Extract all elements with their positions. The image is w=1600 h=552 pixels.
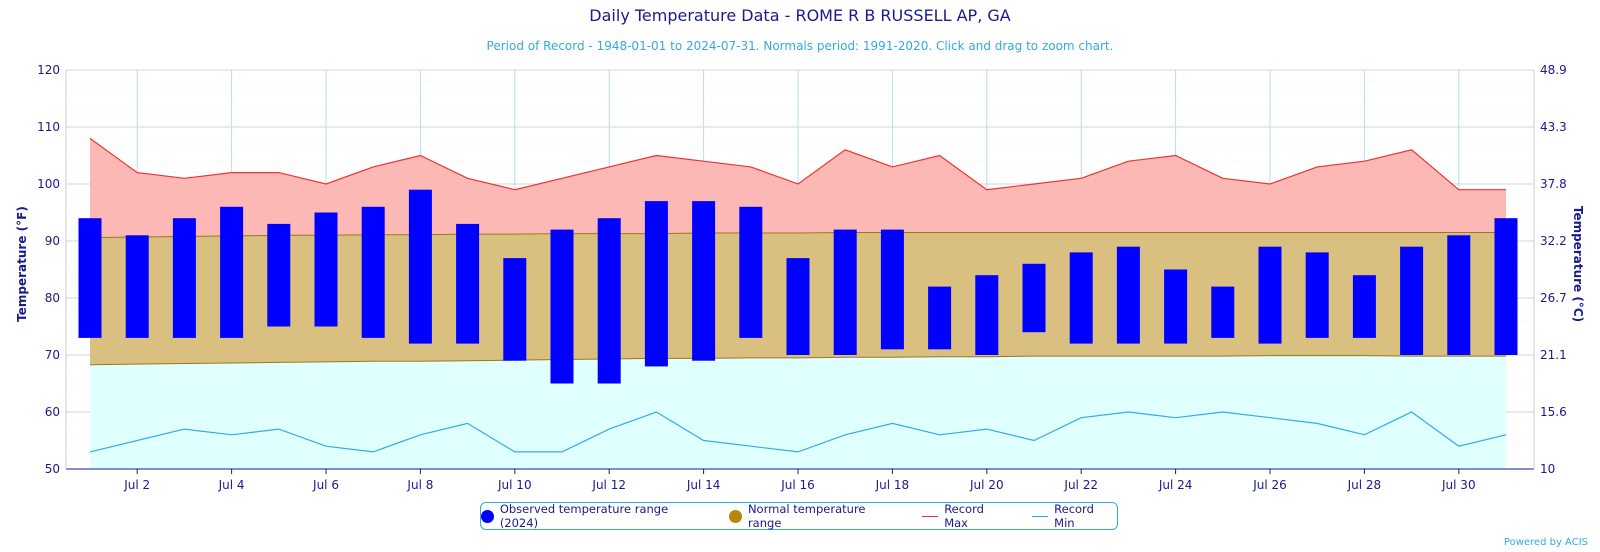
y-tick-label-left: 90 [45, 234, 60, 248]
observed-bar [739, 206, 763, 338]
y-tick-label-left: 120 [37, 63, 60, 77]
legend-item-record-min[interactable]: Record Min [1032, 502, 1117, 530]
credits-link[interactable]: Powered by ACIS [1503, 537, 1588, 548]
x-tick-label: Jul 10 [497, 478, 532, 492]
legend: Observed temperature range (2024) Normal… [480, 502, 1118, 530]
y-tick-label-right: 26.7 [1540, 291, 1567, 305]
observed-bar [550, 229, 574, 384]
normal-low-line [89, 355, 1506, 366]
y-tick-label-left: 60 [45, 405, 60, 419]
chart-title: Daily Temperature Data - ROME R B RUSSEL… [589, 6, 1011, 25]
record-min-line [89, 411, 1507, 453]
observed-bar [220, 206, 244, 338]
x-tick-label: Jul 28 [1347, 478, 1382, 492]
observed-bar [692, 201, 716, 361]
x-tick-label: Jul 6 [312, 478, 339, 492]
x-tick-label: Jul 26 [1252, 478, 1287, 492]
observed-bar [78, 218, 102, 338]
legend-label-record-min: Record Min [1054, 502, 1094, 530]
observed-bar [1069, 252, 1093, 344]
x-tick-label: Jul 8 [406, 478, 433, 492]
record-min-band [90, 355, 1506, 452]
observed-bars [78, 189, 1518, 384]
observed-bar [125, 235, 149, 338]
observed-bar [1305, 252, 1329, 338]
legend-item-normal[interactable]: Normal temperature range [729, 502, 900, 530]
observed-bar [1164, 269, 1188, 344]
y-axis-title-left: Temperature (°F) [15, 206, 29, 322]
y-tick-label-left: 50 [45, 462, 60, 476]
x-tick-label: Jul 16 [780, 478, 815, 492]
observed-bar [314, 212, 338, 327]
observed-bar [644, 201, 668, 367]
observed-bar [1116, 246, 1140, 344]
y-tick-label-right: 32.2 [1540, 234, 1567, 248]
y-tick-label-left: 80 [45, 291, 60, 305]
x-tick-label: Jul 4 [218, 478, 245, 492]
legend-label-normal: Normal temperature range [747, 502, 866, 530]
observed-bar [172, 218, 196, 338]
y-tick-label-left: 110 [37, 120, 60, 134]
observed-bar [503, 258, 527, 361]
observed-bar [975, 275, 999, 355]
observed-marker-icon [481, 509, 494, 523]
y-axis-title-right: Temperature (°C) [1571, 206, 1585, 322]
observed-bar [833, 229, 857, 355]
legend-item-record-max[interactable]: Record Max [922, 502, 1010, 530]
observed-bar [408, 189, 432, 344]
observed-bar [597, 218, 621, 384]
y-tick-label-left: 100 [37, 177, 60, 191]
x-tick-label: Jul 22 [1063, 478, 1098, 492]
record-max-band [90, 138, 1506, 238]
record-min-line-icon [1032, 515, 1049, 517]
observed-bar [1494, 218, 1518, 355]
observed-bar [928, 286, 952, 350]
observed-bar [267, 223, 291, 327]
normal-marker-icon [729, 509, 742, 523]
y-tick-label-right: 21.1 [1540, 348, 1567, 362]
legend-item-observed[interactable]: Observed temperature range (2024) [481, 502, 707, 530]
legend-label-observed: Observed temperature range (2024) [499, 502, 669, 530]
observed-bar [786, 258, 810, 355]
observed-bar [1352, 275, 1376, 338]
x-tick-label: Jul 30 [1441, 478, 1476, 492]
observed-bar [456, 223, 480, 344]
y-tick-label-right: 43.3 [1540, 120, 1567, 134]
observed-bar [1400, 246, 1424, 355]
x-tick-label: Jul 2 [123, 478, 150, 492]
observed-bar [1022, 263, 1046, 333]
y-tick-label-right: 37.8 [1540, 177, 1567, 191]
below-record-min-band [90, 412, 1506, 469]
observed-bar [361, 206, 385, 338]
x-tick-label: Jul 14 [686, 478, 721, 492]
x-tick-label: Jul 24 [1158, 478, 1193, 492]
observed-bar [1447, 235, 1471, 355]
record-lines [89, 137, 1507, 453]
chart-subtitle: Period of Record - 1948-01-01 to 2024-07… [486, 39, 1114, 53]
x-tick-label: Jul 12 [591, 478, 626, 492]
record-max-line [89, 137, 1506, 191]
axes: 50 10 60 15.6 70 21.1 80 26.7 90 32.2 100 37.8 110 43… [37, 63, 1567, 492]
y-tick-label-right: 15.6 [1540, 405, 1567, 419]
y-tick-label-left: 70 [45, 348, 60, 362]
y-tick-label-right: 10 [1540, 462, 1555, 476]
x-tick-label: Jul 20 [969, 478, 1004, 492]
record-max-line-icon [922, 515, 939, 517]
legend-label-record-max: Record Max [944, 502, 984, 530]
normal-range-band [89, 138, 1506, 469]
observed-bar [1258, 246, 1282, 344]
y-tick-label-right: 48.9 [1540, 63, 1567, 77]
observed-bar [1211, 286, 1235, 338]
observed-bar [880, 229, 904, 350]
x-tick-label: Jul 18 [875, 478, 910, 492]
